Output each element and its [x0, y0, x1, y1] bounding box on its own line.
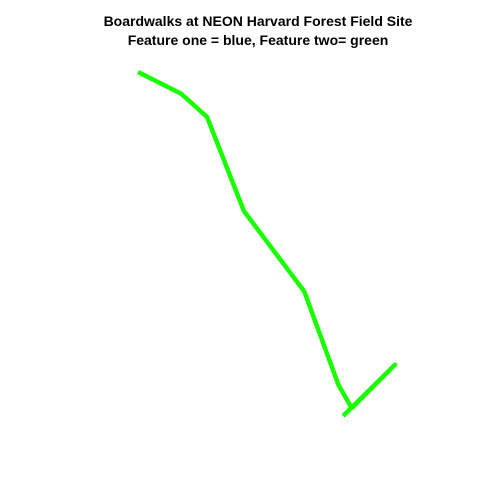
boardwalk-feature-line-1 [136, 69, 398, 418]
chart-subtitle: Feature one = blue, Feature two= green [128, 32, 389, 48]
chart-title: Boardwalks at NEON Harvard Forest Field … [104, 13, 413, 29]
series-layer [136, 69, 398, 418]
